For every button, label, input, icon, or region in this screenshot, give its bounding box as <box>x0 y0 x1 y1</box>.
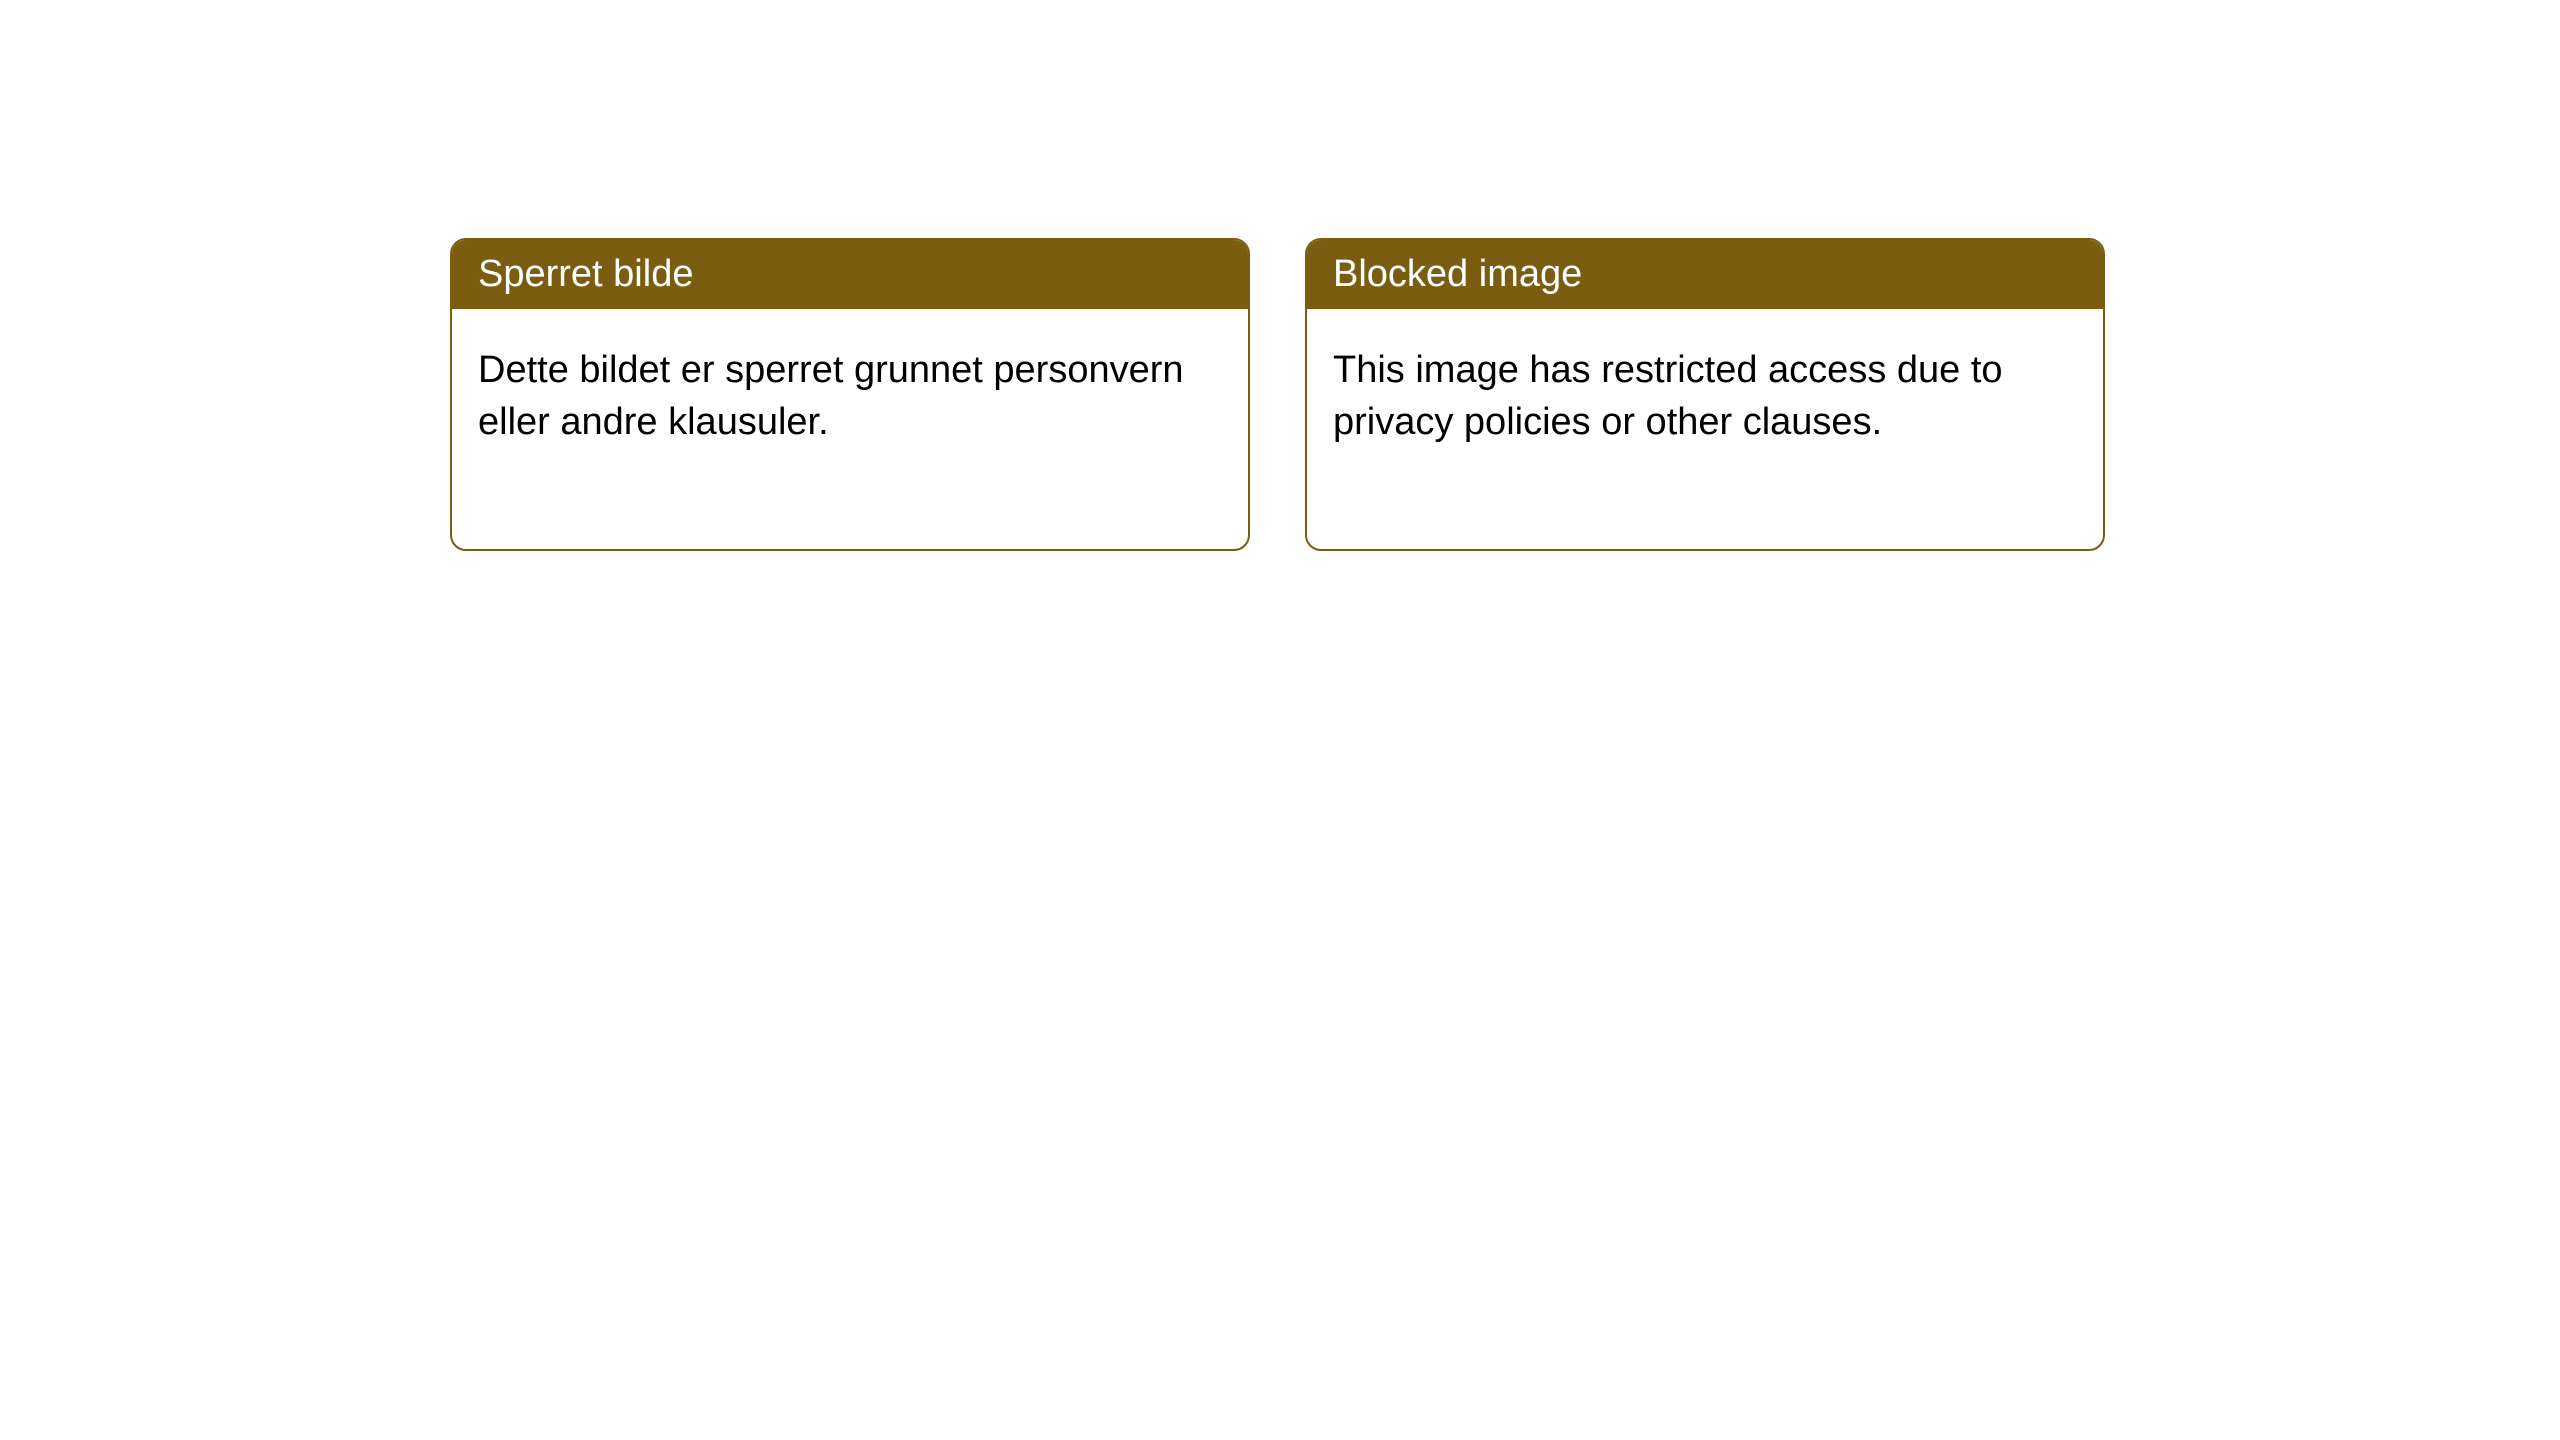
notice-card-norwegian: Sperret bilde Dette bildet er sperret gr… <box>450 238 1250 551</box>
notice-header-norwegian: Sperret bilde <box>452 240 1248 309</box>
notice-header-english: Blocked image <box>1307 240 2103 309</box>
notice-card-english: Blocked image This image has restricted … <box>1305 238 2105 551</box>
notice-body-english: This image has restricted access due to … <box>1307 309 2103 549</box>
notice-container: Sperret bilde Dette bildet er sperret gr… <box>0 0 2560 551</box>
notice-body-norwegian: Dette bildet er sperret grunnet personve… <box>452 309 1248 549</box>
